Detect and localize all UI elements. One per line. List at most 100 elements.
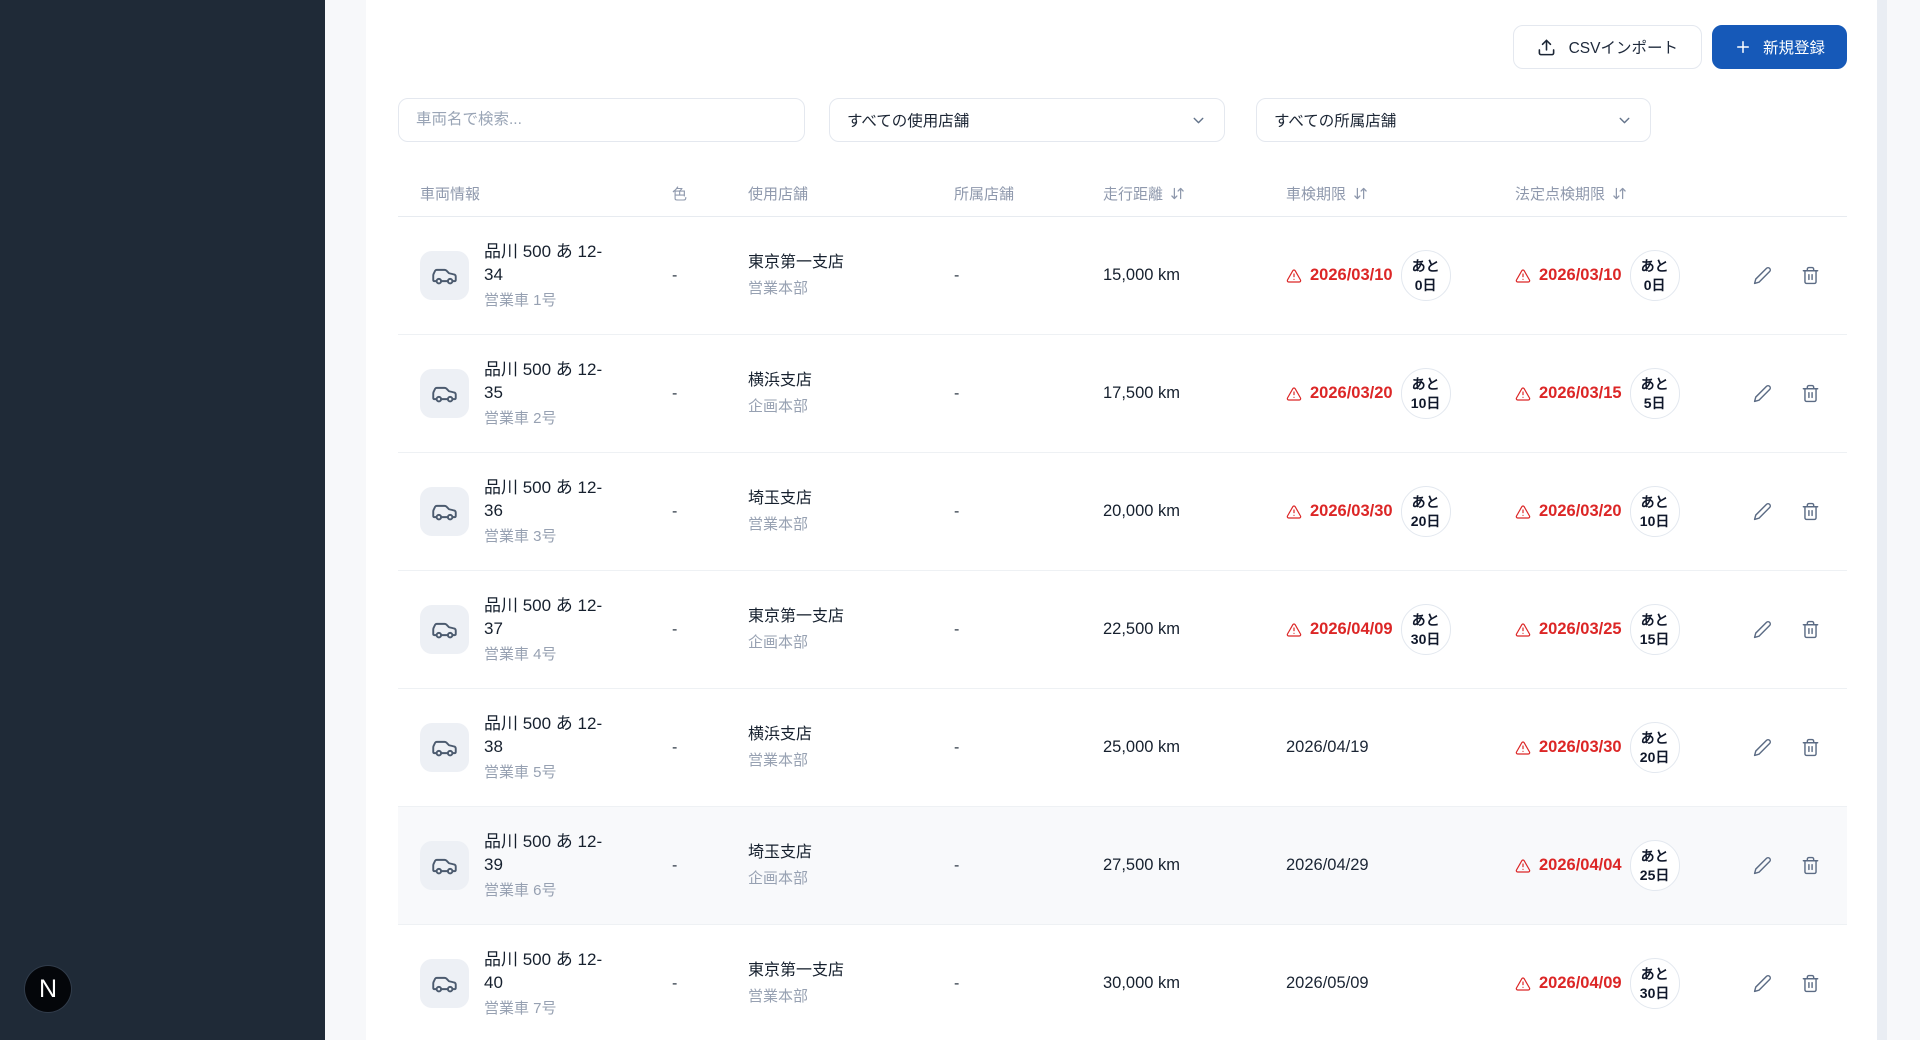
- row-actions: [1740, 502, 1847, 521]
- inspection-due-date: 2026/03/30: [1310, 502, 1393, 520]
- vehicle-info-cell: 品川 500 あ 12-40 営業車 7号: [420, 949, 672, 1018]
- alert-triangle-icon: [1515, 504, 1531, 520]
- legal-due-date: 2026/03/20: [1539, 502, 1622, 520]
- alert-triangle-icon: [1515, 268, 1531, 284]
- new-registration-button[interactable]: 新規登録: [1711, 25, 1847, 69]
- vehicle-plate: 品川 500 あ 12-37: [484, 596, 603, 638]
- legal-due-date: 2026/04/04: [1539, 856, 1622, 874]
- edit-button[interactable]: [1753, 856, 1772, 875]
- vehicle-info-cell: 品川 500 あ 12-34 営業車 1号: [420, 241, 672, 310]
- trash-icon: [1801, 974, 1820, 993]
- belong-store-cell: -: [954, 502, 960, 520]
- sort-arrows-icon[interactable]: [1170, 186, 1185, 201]
- use-store-department: 営業本部: [748, 280, 809, 298]
- belong-store-filter[interactable]: すべての所属店舗: [1256, 98, 1651, 142]
- table-row[interactable]: 品川 500 あ 12-36 営業車 3号 - 埼玉支店 営業本部 - 20,0…: [398, 453, 1847, 571]
- column-header-label: 車検期限: [1286, 186, 1347, 203]
- delete-button[interactable]: [1801, 738, 1820, 757]
- legal-due-cell: 2026/03/15 あと5日: [1515, 368, 1740, 419]
- column-header: 走行距離: [1103, 183, 1286, 204]
- vehicle-plate: 品川 500 あ 12-38: [484, 714, 603, 756]
- vehicle-info-cell: 品川 500 あ 12-39 営業車 6号: [420, 831, 672, 900]
- table-row[interactable]: 品川 500 あ 12-37 営業車 4号 - 東京第一支店 企画本部 - 22…: [398, 571, 1847, 689]
- table-row[interactable]: 品川 500 あ 12-35 営業車 2号 - 横浜支店 企画本部 - 17,5…: [398, 335, 1847, 453]
- edit-button[interactable]: [1753, 384, 1772, 403]
- row-actions: [1740, 384, 1847, 403]
- row-actions: [1740, 620, 1847, 639]
- edit-button[interactable]: [1753, 502, 1772, 521]
- delete-button[interactable]: [1801, 974, 1820, 993]
- filter-bar: すべての使用店舗 すべての所属店舗: [398, 98, 1847, 142]
- color-cell: -: [672, 856, 678, 874]
- legal-due-cell: 2026/03/10 あと0日: [1515, 250, 1740, 301]
- inspection-due-date: 2026/04/19: [1286, 738, 1369, 756]
- vehicle-name: 営業車 3号: [484, 527, 557, 545]
- mileage-cell: 15,000 km: [1103, 266, 1181, 284]
- use-store-department: 企画本部: [748, 398, 809, 416]
- car-icon: [420, 723, 469, 772]
- sort-arrows-icon[interactable]: [1353, 186, 1368, 201]
- vehicle-plate: 品川 500 あ 12-36: [484, 478, 603, 520]
- use-store-department: 企画本部: [748, 870, 809, 888]
- inspection-due-date: 2026/03/10: [1310, 266, 1393, 284]
- inspection-due-cell: 2026/04/19: [1286, 738, 1515, 757]
- legal-due-cell: 2026/04/09 あと30日: [1515, 958, 1740, 1009]
- edit-button[interactable]: [1753, 974, 1772, 993]
- use-store-name: 横浜支店: [748, 371, 813, 389]
- use-store-cell: 東京第一支店 営業本部: [748, 961, 954, 1007]
- table-row[interactable]: 品川 500 あ 12-40 営業車 7号 - 東京第一支店 営業本部 - 30…: [398, 925, 1847, 1040]
- vertical-scrollbar[interactable]: [1877, 0, 1887, 1040]
- mileage-cell: 17,500 km: [1103, 384, 1181, 402]
- inspection-days-left-badge: あと20日: [1400, 486, 1451, 537]
- column-header-label: 使用店舗: [748, 186, 809, 203]
- mileage-cell: 27,500 km: [1103, 856, 1181, 874]
- alert-triangle-icon: [1286, 622, 1302, 638]
- car-icon: [420, 959, 469, 1008]
- mileage-cell: 25,000 km: [1103, 738, 1181, 756]
- use-store-cell: 埼玉支店 営業本部: [748, 489, 954, 535]
- delete-button[interactable]: [1801, 384, 1820, 403]
- color-cell: -: [672, 266, 678, 284]
- legal-due-cell: 2026/03/20 あと10日: [1515, 486, 1740, 537]
- sidebar: N: [0, 0, 325, 1040]
- mileage-cell: 20,000 km: [1103, 502, 1181, 520]
- belong-store-cell: -: [954, 620, 960, 638]
- use-store-filter[interactable]: すべての使用店舗: [829, 98, 1225, 142]
- column-header: 所属店舗: [954, 183, 1103, 204]
- edit-button[interactable]: [1753, 738, 1772, 757]
- legal-days-left-badge: あと15日: [1629, 604, 1680, 655]
- belong-store-cell: -: [954, 974, 960, 992]
- inspection-due-cell: 2026/03/20 あと10日: [1286, 368, 1515, 419]
- car-icon: [420, 369, 469, 418]
- inspection-due-cell: 2026/04/29: [1286, 856, 1515, 875]
- plus-icon: [1734, 38, 1752, 56]
- delete-button[interactable]: [1801, 856, 1820, 875]
- delete-button[interactable]: [1801, 620, 1820, 639]
- car-icon: [420, 487, 469, 536]
- inspection-due-cell: 2026/05/09: [1286, 974, 1515, 993]
- use-store-cell: 横浜支店 企画本部: [748, 371, 954, 417]
- legal-due-date: 2026/03/30: [1539, 738, 1622, 756]
- color-cell: -: [672, 384, 678, 402]
- inspection-days-left-badge: あと10日: [1400, 368, 1451, 419]
- inspection-days-left-badge: あと30日: [1400, 604, 1451, 655]
- table-row[interactable]: 品川 500 あ 12-38 営業車 5号 - 横浜支店 営業本部 - 25,0…: [398, 689, 1847, 807]
- inspection-due-date: 2026/04/29: [1286, 856, 1369, 874]
- app-logo[interactable]: N: [25, 966, 71, 1012]
- pencil-icon: [1753, 266, 1772, 285]
- edit-button[interactable]: [1753, 266, 1772, 285]
- sort-arrows-icon[interactable]: [1612, 186, 1627, 201]
- alert-triangle-icon: [1286, 504, 1302, 520]
- table-row[interactable]: 品川 500 あ 12-34 営業車 1号 - 東京第一支店 営業本部 - 15…: [398, 217, 1847, 335]
- legal-days-left-badge: あと25日: [1629, 840, 1680, 891]
- search-input[interactable]: [398, 98, 805, 142]
- vehicle-info-cell: 品川 500 あ 12-36 営業車 3号: [420, 477, 672, 546]
- vehicle-plate: 品川 500 あ 12-34: [484, 242, 603, 284]
- car-icon: [420, 251, 469, 300]
- edit-button[interactable]: [1753, 620, 1772, 639]
- delete-button[interactable]: [1801, 502, 1820, 521]
- csv-import-button[interactable]: CSVインポート: [1512, 25, 1702, 69]
- table-row[interactable]: 品川 500 あ 12-39 営業車 6号 - 埼玉支店 企画本部 - 27,5…: [398, 807, 1847, 925]
- legal-due-date: 2026/03/25: [1539, 620, 1622, 638]
- delete-button[interactable]: [1801, 266, 1820, 285]
